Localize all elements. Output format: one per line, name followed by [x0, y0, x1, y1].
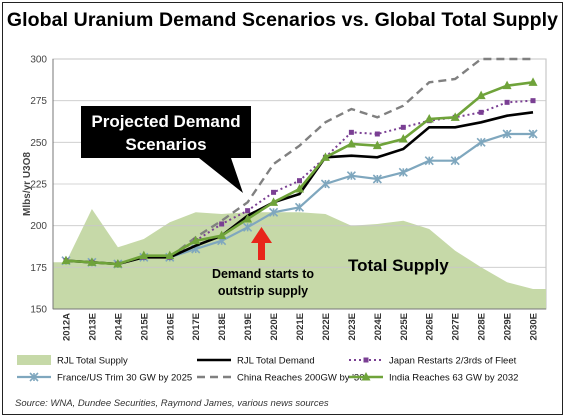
y-tick-label: 175	[30, 263, 47, 274]
india-scenario-point	[398, 134, 408, 143]
chart-title: Global Uranium Demand Scenarios vs. Glob…	[6, 9, 559, 31]
legend-item: China Reaches 200GW by '30	[197, 373, 365, 384]
india-scenario-point	[87, 257, 97, 266]
india-scenario-point	[424, 114, 434, 123]
demand-note-text: Demand starts to	[212, 267, 314, 281]
legend-item: RJL Total Supply	[17, 355, 128, 367]
legend-label: RJL Total Supply	[57, 356, 128, 367]
y-axis-label: Mlbs/yr U3O8	[22, 152, 33, 216]
legend-label: India Reaches 63 GW by 2032	[389, 373, 518, 384]
total-supply-area	[53, 209, 546, 309]
x-tick-label: 2028E	[477, 313, 488, 340]
legend-label: France/US Trim 30 GW by 2025	[57, 373, 192, 384]
x-tick-label: 2022E	[321, 313, 332, 340]
x-tick-label: 2030E	[529, 313, 540, 340]
x-tick-label: 2016E	[165, 313, 176, 340]
france-us-point	[528, 129, 538, 139]
japan-restarts-point	[400, 124, 406, 130]
x-tick-label: 2015E	[139, 313, 150, 340]
legend-label: RJL Total Demand	[237, 356, 315, 367]
y-tick-label: 275	[30, 96, 47, 107]
legend-item: RJL Total Demand	[197, 356, 315, 367]
india-scenario-point	[191, 235, 201, 245]
demand-note-text: outstrip supply	[218, 284, 308, 298]
square-marker-icon	[363, 357, 369, 363]
india-scenario-point	[217, 230, 227, 240]
japan-restarts-point	[530, 98, 536, 104]
india-scenario-point	[295, 184, 304, 193]
demand-arrow-icon	[251, 227, 272, 260]
y-tick-label: 250	[30, 138, 47, 149]
india-scenario-point	[243, 214, 253, 223]
legend-item: Japan Restarts 2/3rds of Fleet	[349, 356, 517, 367]
x-tick-label: 2018E	[217, 313, 228, 340]
france-us-point	[424, 156, 434, 166]
france-us-point	[476, 137, 486, 147]
legend-item: France/US Trim 30 GW by 2025	[17, 372, 192, 384]
total-supply-label: Total Supply	[348, 256, 449, 275]
japan-restarts-point	[374, 131, 380, 137]
india-scenario-point	[320, 152, 330, 161]
france-us-point	[320, 179, 331, 189]
x-tick-label: 2012A	[61, 313, 72, 341]
x-tick-label: 2021E	[295, 313, 306, 340]
legend-item: India Reaches 63 GW by 2032	[349, 372, 518, 384]
india-scenario-point	[165, 250, 175, 260]
india-scenario-point	[346, 139, 356, 148]
x-tick-label: 2027E	[451, 313, 462, 340]
chart-svg: 150 175 200 225 250 275 300 Mlbs/yr U3O8 2012A 20…	[17, 55, 547, 384]
japan-restarts-point	[297, 178, 302, 184]
japan-restarts-point	[348, 129, 354, 135]
x-tick-label: 2023E	[347, 313, 358, 340]
india-scenario-point	[113, 259, 123, 268]
x-tick-label: 2019E	[243, 313, 254, 340]
arrow-shape	[251, 227, 272, 260]
japan-restarts-point	[271, 189, 277, 195]
area-swatch-icon	[17, 355, 51, 365]
x-tick-label: 2020E	[269, 313, 280, 340]
india-scenario-point	[502, 80, 512, 90]
x-tick-label: 2026E	[425, 313, 436, 340]
india-scenario-point	[450, 112, 460, 121]
x-tick-label: 2025E	[399, 313, 410, 340]
legend-label: China Reaches 200GW by '30	[237, 373, 365, 384]
y-tick-label: 200	[30, 221, 47, 232]
france-us-point	[268, 207, 279, 217]
france-us-point	[243, 222, 253, 232]
india-scenario-point	[476, 90, 486, 100]
india-scenario-point	[269, 197, 279, 206]
triangle-marker-icon	[361, 372, 371, 381]
france-us-point	[372, 174, 382, 184]
japan-restarts-point	[478, 109, 484, 115]
x-tick-label: 2014E	[113, 313, 124, 340]
legend-label: Japan Restarts 2/3rds of Fleet	[389, 356, 517, 367]
india-scenario-point	[61, 255, 71, 265]
y-tick-label: 150	[30, 305, 47, 316]
japan-restarts-point	[245, 208, 251, 214]
x-tick-label: 2017E	[191, 313, 202, 340]
projected-demand-callout: Projected Demand Scenarios	[81, 106, 251, 193]
france-us-point	[398, 167, 408, 177]
callout-text-line: Scenarios	[125, 135, 206, 154]
callout-box	[81, 106, 251, 193]
india-scenario-point	[528, 77, 538, 86]
callout-text-line: Projected Demand	[91, 112, 240, 131]
india-scenario-point	[372, 140, 382, 150]
japan-restarts-point	[504, 99, 510, 105]
y-tick-label: 225	[30, 180, 47, 191]
y-tick-label: 300	[30, 55, 47, 66]
japan-restarts-point	[219, 221, 225, 227]
france-us-point	[502, 129, 512, 139]
x-tick-label: 2013E	[87, 313, 98, 340]
x-tick-label: 2029E	[503, 313, 514, 340]
source-note: Source: WNA, Dundee Securities, Raymond …	[15, 398, 329, 409]
france-us-point	[294, 202, 305, 212]
x-tick-label: 2024E	[373, 313, 384, 340]
france-us-point	[450, 156, 460, 166]
india-scenario-point	[139, 250, 149, 260]
france-us-point	[346, 171, 356, 181]
